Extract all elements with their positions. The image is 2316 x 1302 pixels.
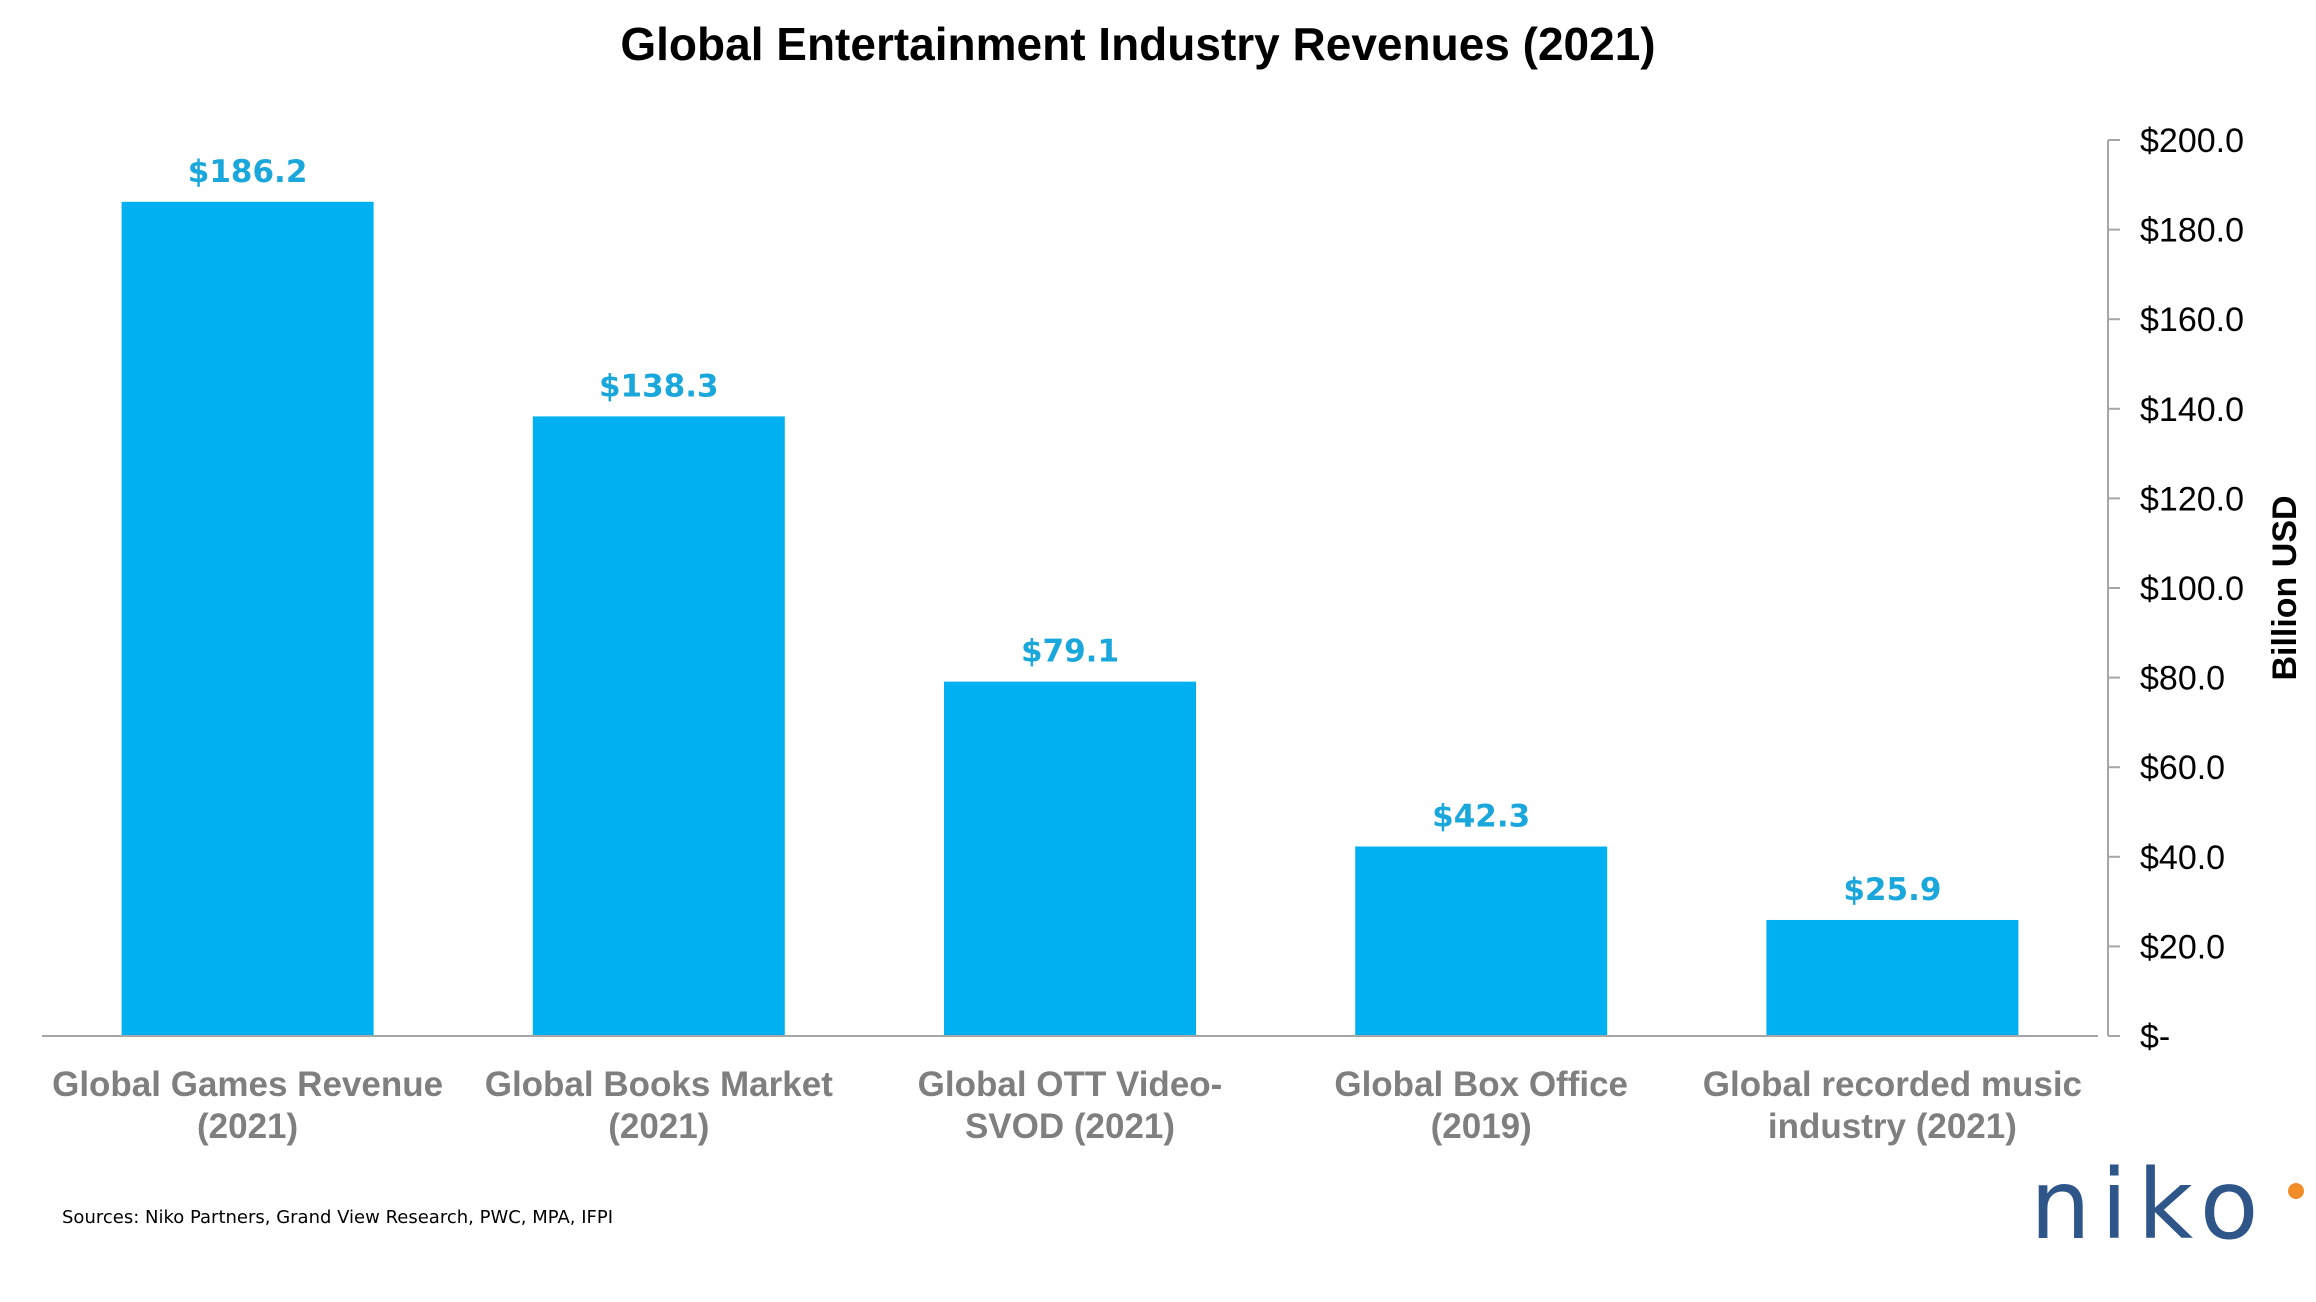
y-tick-label: $120.0 xyxy=(2140,480,2244,518)
y-tick-label: $40.0 xyxy=(2140,839,2225,877)
bar xyxy=(121,201,374,1037)
category-label: Global Box Office (2019) xyxy=(1334,1065,1628,1146)
bar xyxy=(1766,919,2019,1036)
y-tick-label: $100.0 xyxy=(2140,570,2244,608)
y-tick-label: $140.0 xyxy=(2140,391,2244,429)
y-tick-label: $180.0 xyxy=(2140,212,2244,250)
data-label: $138.3 xyxy=(599,368,719,404)
bars-group xyxy=(121,201,2019,1037)
y-tick-label: $200.0 xyxy=(2140,122,2244,160)
bar xyxy=(1355,846,1608,1036)
chart-title: Global Entertainment Industry Revenues (… xyxy=(620,18,1655,70)
y-tick-label: $- xyxy=(2140,1018,2170,1056)
data-label: $25.9 xyxy=(1843,872,1941,908)
data-label: $186.2 xyxy=(188,154,308,190)
data-labels-group: $186.2 $138.3 $79.1 $42.3 $25.9 xyxy=(188,154,1942,908)
y-tick-label: $60.0 xyxy=(2140,749,2225,787)
category-label: Global OTT Video-SVOD (2021) xyxy=(918,1065,1223,1146)
y-axis-title: Billion USD xyxy=(2266,495,2304,680)
source-note: Sources: Niko Partners, Grand View Resea… xyxy=(62,1207,613,1228)
category-label: Global Books Market (2021) xyxy=(485,1065,833,1146)
logo-dot xyxy=(2288,1183,2304,1199)
bar xyxy=(532,416,785,1036)
category-labels-group: Global Games Revenue (2021) Global Books M… xyxy=(52,1065,2082,1146)
category-label: Global Games Revenue (2021) xyxy=(52,1065,443,1146)
data-label: $42.3 xyxy=(1432,798,1530,834)
category-label: Global recorded music industry (2021) xyxy=(1703,1065,2082,1146)
y-tick-label: $20.0 xyxy=(2140,928,2225,966)
y-axis: $- $20.0 $40.0 $60.0 $80.0 $100.0 $120.0 $140.0… xyxy=(2107,122,2244,1056)
y-tick-label: $160.0 xyxy=(2140,301,2244,339)
niko-logo: niko xyxy=(2030,1149,2304,1261)
y-tick-label: $80.0 xyxy=(2140,660,2225,698)
data-label: $79.1 xyxy=(1021,634,1119,670)
bar xyxy=(944,681,1196,1036)
logo-text: niko xyxy=(2030,1149,2268,1261)
